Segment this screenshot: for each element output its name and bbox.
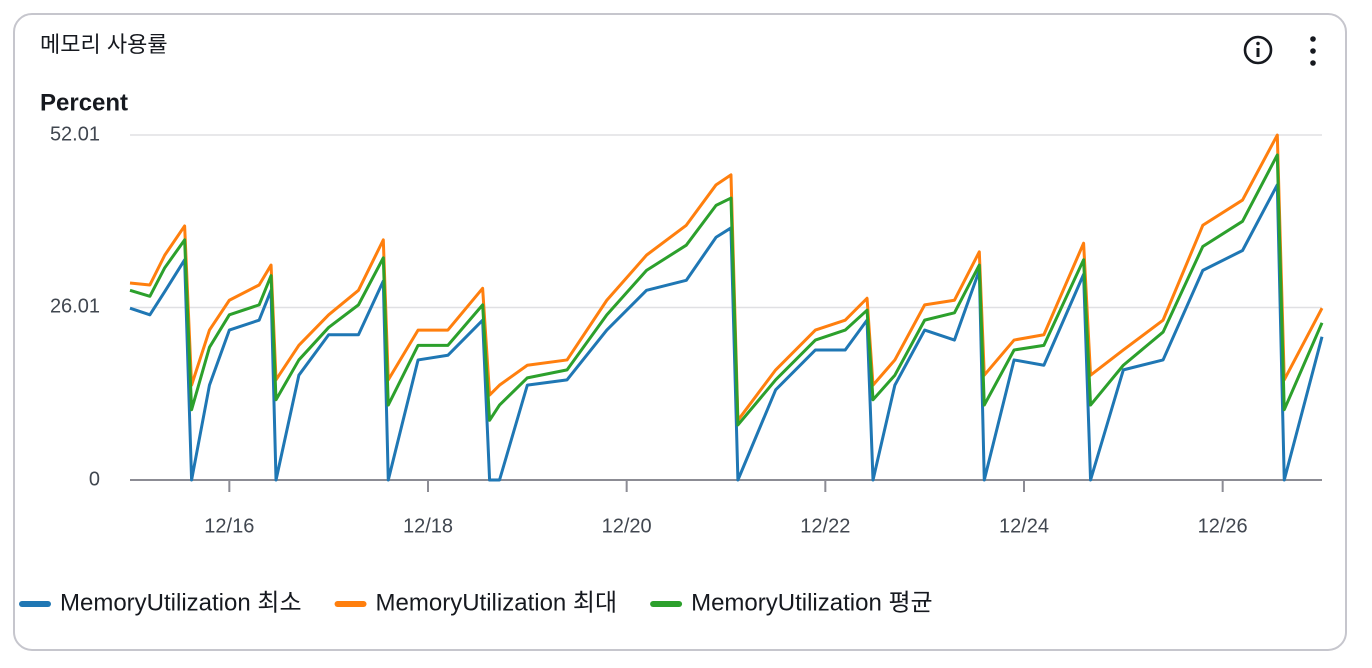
- x-tick-label: 12/16: [204, 515, 254, 537]
- x-tick-label: 12/22: [800, 515, 850, 537]
- legend-label: MemoryUtilization 최소: [60, 589, 302, 616]
- x-tick-label: 12/26: [1198, 515, 1248, 537]
- x-tick-label: 12/20: [602, 515, 652, 537]
- series-line: [129, 133, 1324, 422]
- card: [13, 13, 1347, 651]
- series-line: [129, 153, 1324, 427]
- legend-item: MemoryUtilization 최대: [334, 589, 618, 616]
- widget-title: 메모리 사용률: [40, 32, 168, 57]
- legend-label: MemoryUtilization 평균: [691, 589, 933, 616]
- y-tick-label: 52.01: [50, 123, 100, 145]
- legend-item: MemoryUtilization 평균: [650, 589, 933, 616]
- x-tick-label: 12/18: [403, 515, 453, 537]
- legend-label: MemoryUtilization 최대: [376, 589, 618, 616]
- y-tick-label: 0: [89, 468, 100, 490]
- more-menu[interactable]: [1310, 36, 1316, 66]
- y-axis-label: Percent: [40, 89, 128, 116]
- info-button[interactable]: [1243, 35, 1273, 65]
- legend-item: MemoryUtilization 최소: [19, 589, 302, 616]
- y-tick-label: 26.01: [50, 296, 100, 318]
- x-tick-label: 12/24: [999, 515, 1049, 537]
